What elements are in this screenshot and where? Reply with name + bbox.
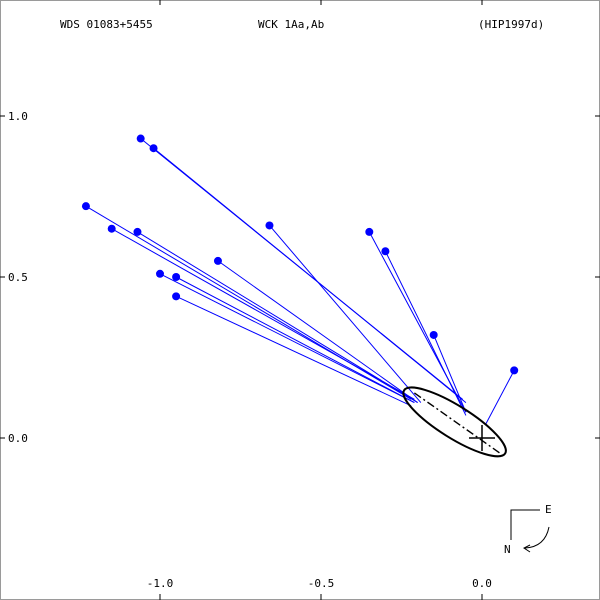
observation-point bbox=[133, 227, 142, 236]
compass-arrow-head bbox=[523, 544, 531, 553]
compass-arms bbox=[510, 509, 540, 540]
residual-line bbox=[484, 370, 515, 426]
observation-point bbox=[81, 202, 90, 211]
observation-points bbox=[81, 134, 519, 375]
observation-point bbox=[365, 227, 374, 236]
orbit-group bbox=[402, 386, 507, 458]
residual-line bbox=[175, 295, 412, 407]
observation-point bbox=[156, 269, 164, 278]
observation-point bbox=[172, 273, 181, 281]
x-tick-label: -1.0 bbox=[147, 577, 174, 590]
residual-line bbox=[159, 273, 415, 404]
observation-point bbox=[136, 134, 145, 143]
x-tick-label: 0.0 bbox=[472, 577, 492, 590]
observation-point bbox=[381, 247, 390, 256]
residual-line bbox=[111, 228, 415, 400]
header-right: (HIP1997d) bbox=[478, 18, 544, 31]
y-tick-label: 0.0 bbox=[8, 432, 28, 445]
y-tick-label: 1.0 bbox=[8, 110, 28, 123]
residual-line bbox=[175, 276, 415, 404]
header-center: WCK 1Aa,Ab bbox=[258, 18, 324, 31]
line-of-nodes bbox=[413, 392, 502, 455]
residual-line bbox=[217, 260, 418, 403]
x-tick-label: -0.5 bbox=[308, 577, 335, 590]
observation-point bbox=[149, 144, 158, 153]
observation-point bbox=[429, 330, 438, 339]
residual-line bbox=[269, 225, 422, 403]
residual-line bbox=[137, 231, 418, 404]
compass-north-label: N bbox=[504, 543, 511, 556]
orbit-ellipse bbox=[402, 386, 507, 458]
observation-point bbox=[265, 221, 274, 230]
residual-line bbox=[384, 251, 467, 416]
y-tick-label: 0.5 bbox=[8, 271, 28, 284]
header-left: WDS 01083+5455 bbox=[60, 18, 153, 31]
primary-star-marker bbox=[469, 425, 495, 451]
observation-point bbox=[107, 224, 116, 233]
observation-point bbox=[510, 366, 519, 375]
compass-east-label: E bbox=[545, 503, 552, 516]
residual-line bbox=[433, 334, 467, 413]
compass-rose: E N bbox=[504, 503, 552, 556]
residual-lines bbox=[85, 138, 515, 426]
compass-rotation-arrow bbox=[524, 526, 550, 549]
observation-point bbox=[172, 292, 181, 301]
residual-line bbox=[153, 147, 467, 403]
observation-point bbox=[213, 256, 222, 265]
